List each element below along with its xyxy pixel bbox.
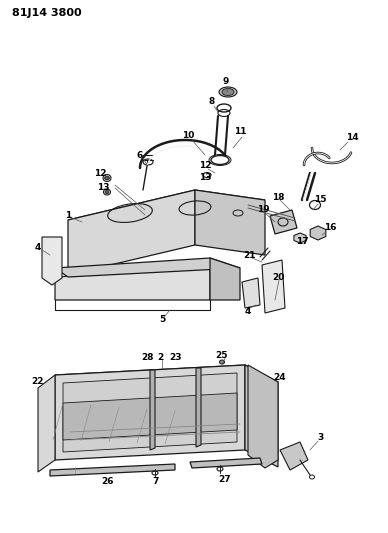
Polygon shape xyxy=(50,464,175,476)
Polygon shape xyxy=(38,375,55,472)
Ellipse shape xyxy=(105,190,109,194)
Ellipse shape xyxy=(220,360,225,364)
Text: 11: 11 xyxy=(234,127,246,136)
Text: 9: 9 xyxy=(223,77,229,86)
Text: 15: 15 xyxy=(314,196,326,205)
Text: 23: 23 xyxy=(169,353,181,362)
Text: 24: 24 xyxy=(274,374,286,383)
Polygon shape xyxy=(280,442,308,470)
Text: 2: 2 xyxy=(157,352,163,361)
Polygon shape xyxy=(262,260,285,313)
Polygon shape xyxy=(190,458,262,468)
Text: 21: 21 xyxy=(244,252,256,261)
Text: 19: 19 xyxy=(257,206,269,214)
Polygon shape xyxy=(63,393,237,440)
Text: 6: 6 xyxy=(137,150,143,159)
Polygon shape xyxy=(196,368,201,447)
Text: 28: 28 xyxy=(142,353,154,362)
Polygon shape xyxy=(248,365,278,468)
Polygon shape xyxy=(42,237,62,285)
Text: 18: 18 xyxy=(272,192,284,201)
Polygon shape xyxy=(68,190,195,275)
Text: 26: 26 xyxy=(102,477,114,486)
Polygon shape xyxy=(68,190,265,230)
Ellipse shape xyxy=(104,176,109,180)
Text: 17: 17 xyxy=(296,238,308,246)
Text: 10: 10 xyxy=(182,131,194,140)
Text: 3: 3 xyxy=(317,433,323,442)
Polygon shape xyxy=(55,365,245,460)
Polygon shape xyxy=(55,258,240,277)
Polygon shape xyxy=(150,370,155,450)
Text: 13: 13 xyxy=(199,174,211,182)
Polygon shape xyxy=(210,258,240,300)
Text: 12: 12 xyxy=(94,168,106,177)
Polygon shape xyxy=(294,233,306,243)
Polygon shape xyxy=(195,190,265,255)
Polygon shape xyxy=(245,365,278,467)
Text: 7: 7 xyxy=(153,478,159,487)
Polygon shape xyxy=(270,210,297,234)
Text: 81J14 3800: 81J14 3800 xyxy=(12,8,81,18)
Polygon shape xyxy=(310,226,326,240)
Text: 4: 4 xyxy=(245,308,251,317)
Text: 1: 1 xyxy=(65,211,71,220)
Ellipse shape xyxy=(222,88,234,95)
Text: 16: 16 xyxy=(324,223,336,232)
Polygon shape xyxy=(63,373,237,452)
Text: 25: 25 xyxy=(216,351,228,359)
Text: 20: 20 xyxy=(272,273,284,282)
Ellipse shape xyxy=(219,87,237,97)
Polygon shape xyxy=(242,278,260,308)
Text: 5: 5 xyxy=(159,316,165,325)
Text: 22: 22 xyxy=(32,377,44,386)
Polygon shape xyxy=(55,365,278,392)
Text: 8: 8 xyxy=(209,98,215,107)
Text: 12: 12 xyxy=(199,161,211,171)
Text: 14: 14 xyxy=(346,133,358,142)
Text: 27: 27 xyxy=(219,475,231,484)
Polygon shape xyxy=(55,268,210,300)
Text: 13: 13 xyxy=(97,182,109,191)
Text: 4: 4 xyxy=(35,244,41,253)
